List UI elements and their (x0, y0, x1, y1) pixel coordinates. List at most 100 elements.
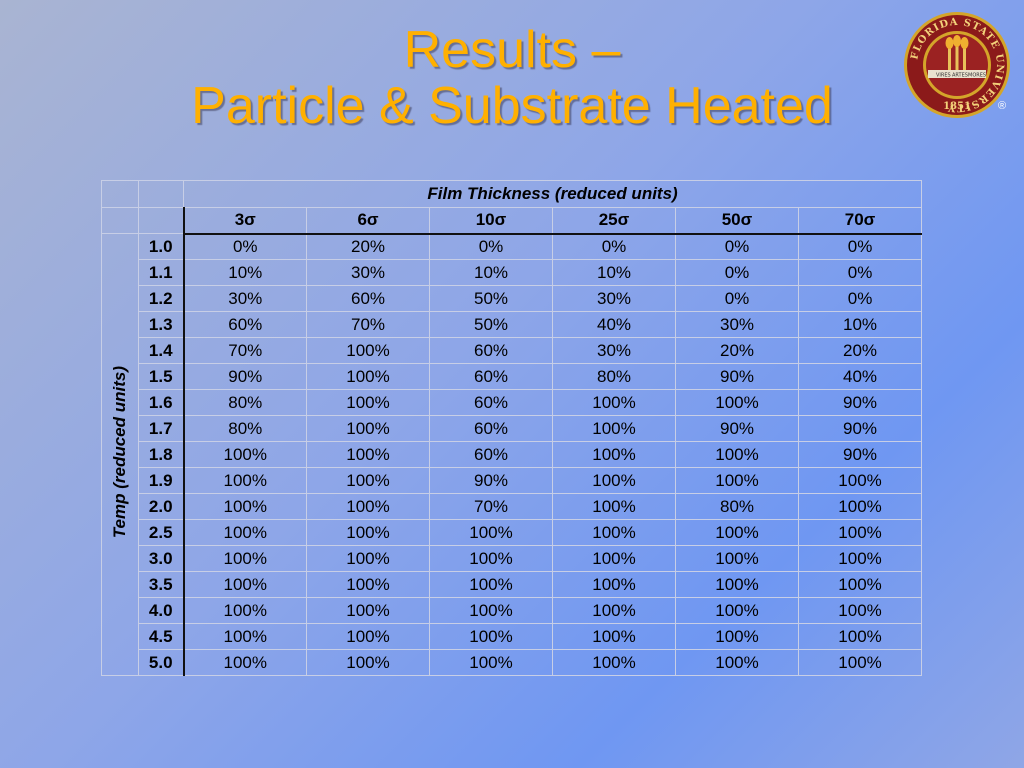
table-cell: 100% (797, 467, 923, 494)
table-cell: 100% (675, 571, 799, 598)
table-cell: 90% (675, 363, 799, 390)
row-header: 1.0 (138, 233, 185, 260)
table-cell: 100% (183, 571, 307, 598)
table-cell: 80% (183, 389, 307, 416)
table-cell: 100% (429, 597, 553, 624)
results-table-body: Film Thickness (reduced units) 3σ 6σ 10σ 25… (101, 180, 923, 676)
table-cell: 80% (552, 363, 676, 390)
table-cell: 20% (306, 233, 430, 260)
table-row: 3.0 100% 100% 100% 100% 100% 100% (102, 545, 923, 572)
table-cell: 10% (183, 259, 307, 286)
corner-cell (101, 207, 139, 234)
table-cell: 70% (306, 311, 430, 338)
row-header: 1.4 (138, 337, 185, 364)
row-header: 2.5 (138, 519, 185, 546)
row-header: 1.8 (138, 441, 185, 468)
registered-mark: ® (998, 100, 1007, 112)
table-cell: 60% (429, 415, 553, 442)
row-header: 1.6 (138, 389, 185, 416)
table-cell: 100% (429, 545, 553, 572)
header-row-group: Film Thickness (reduced units) (101, 180, 923, 208)
table-row: 3.5 100% 100% 100% 100% 100% 100% (102, 571, 923, 598)
table-row: Temp (reduced units) 1.0 0% 20% 0% 0% 0% 0% (101, 233, 923, 676)
column-header: 70σ (797, 207, 923, 235)
table-cell: 100% (429, 571, 553, 598)
row-header: 1.2 (138, 285, 185, 312)
table-cell: 100% (306, 519, 430, 546)
table-cell: 0% (797, 233, 923, 260)
table-cell: 100% (797, 623, 923, 650)
table-cell: 100% (797, 571, 923, 598)
table-cell: 60% (183, 311, 307, 338)
row-header: 5.0 (138, 649, 185, 676)
column-header: 6σ (306, 207, 430, 235)
column-header: 50σ (675, 207, 799, 235)
seal-motto-right: MORES (968, 73, 986, 79)
column-header: 10σ (429, 207, 553, 235)
table-cell: 100% (183, 519, 307, 546)
corner-cell (138, 180, 184, 208)
table-cell: 80% (183, 415, 307, 442)
table-cell: 60% (429, 441, 553, 468)
table-row: 1.6 80% 100% 60% 100% 100% 90% (102, 389, 923, 416)
table-cell: 90% (183, 363, 307, 390)
table-cell: 20% (675, 337, 799, 364)
row-header: 1.5 (138, 363, 185, 390)
table-cell: 100% (183, 545, 307, 572)
table-cell: 50% (429, 285, 553, 312)
table-cell: 90% (797, 415, 923, 442)
corner-cell (138, 207, 185, 234)
table-cell: 0% (429, 233, 553, 260)
table-row: 5.0 100% 100% 100% 100% 100% 100% (102, 649, 923, 676)
table-cell: 100% (183, 623, 307, 650)
fsu-seal-logo: FLORIDA STATE UNIVERSITY VIRES ARTES MOR… (904, 12, 1010, 118)
table-cell: 100% (675, 649, 799, 676)
table-row: 1.2 30% 60% 50% 30% 0% 0% (102, 285, 923, 312)
table-cell: 100% (306, 415, 430, 442)
table-cell: 0% (675, 285, 799, 312)
table-cell: 40% (797, 363, 923, 390)
table-cell: 100% (306, 389, 430, 416)
table-cell: 30% (675, 311, 799, 338)
table-cell: 100% (552, 493, 676, 520)
table-cell: 100% (306, 545, 430, 572)
row-header: 3.0 (138, 545, 185, 572)
column-header: 25σ (552, 207, 676, 235)
table-cell: 100% (797, 519, 923, 546)
table-cell: 100% (306, 441, 430, 468)
row-header: 1.3 (138, 311, 185, 338)
table-cell: 90% (429, 467, 553, 494)
table-cell: 100% (183, 441, 307, 468)
table-cell: 30% (552, 285, 676, 312)
table-cell: 100% (552, 415, 676, 442)
row-header: 4.5 (138, 623, 185, 650)
table-cell: 100% (675, 519, 799, 546)
table-cell: 60% (306, 285, 430, 312)
table-cell: 90% (675, 415, 799, 442)
table-cell: 100% (552, 519, 676, 546)
row-group-label: Temp (reduced units) (110, 365, 129, 539)
table-cell: 10% (429, 259, 553, 286)
table-row: 1.3 60% 70% 50% 40% 30% 10% (102, 311, 923, 338)
table-cell: 100% (306, 467, 430, 494)
table-cell: 100% (675, 441, 799, 468)
table-cell: 10% (552, 259, 676, 286)
row-header: 1.1 (138, 259, 185, 286)
table-cell: 100% (306, 597, 430, 624)
table-cell: 100% (429, 649, 553, 676)
table-cell: 30% (183, 285, 307, 312)
table-cell: 70% (429, 493, 553, 520)
table-cell: 100% (306, 571, 430, 598)
table-cell: 100% (183, 649, 307, 676)
table-cell: 100% (675, 597, 799, 624)
table-row: 2.0 100% 100% 70% 100% 80% 100% (102, 493, 923, 520)
table-cell: 0% (675, 259, 799, 286)
table-cell: 0% (797, 259, 923, 286)
table-cell: 70% (183, 337, 307, 364)
table-cell: 100% (552, 597, 676, 624)
table-cell: 30% (306, 259, 430, 286)
table-cell: 100% (552, 571, 676, 598)
table-cell: 100% (306, 337, 430, 364)
table-cell: 100% (429, 519, 553, 546)
table-cell: 100% (429, 623, 553, 650)
